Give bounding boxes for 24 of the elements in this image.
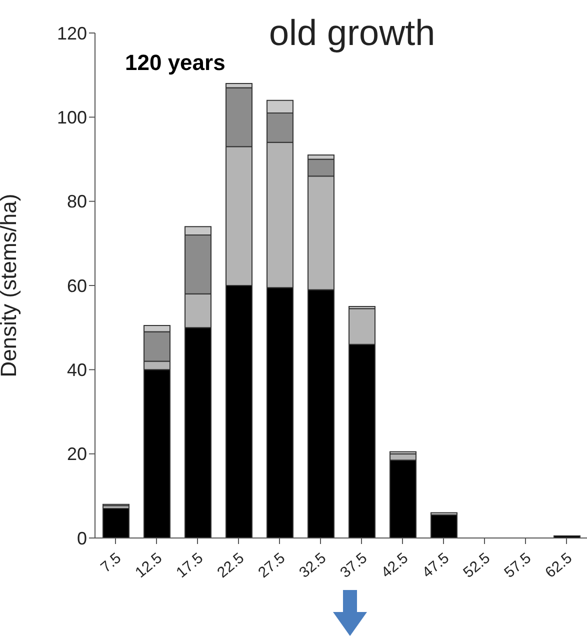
y-tick-label: 0 xyxy=(76,528,87,548)
y-tick-label: 20 xyxy=(66,444,87,464)
y-tick-label: 40 xyxy=(66,360,87,380)
x-tick-label: 7.5 xyxy=(98,550,124,576)
x-tick-label: 57.5 xyxy=(501,550,534,582)
chart-title: old growth xyxy=(255,10,450,56)
bar xyxy=(102,508,130,538)
y-tick-label: 100 xyxy=(56,108,87,128)
x-tick-label: 17.5 xyxy=(173,550,206,582)
x-tick-label: 42.5 xyxy=(378,550,412,582)
x-tick-label: 37.5 xyxy=(337,550,370,582)
x-tick-label: 52.5 xyxy=(460,550,494,582)
x-tick-label: 62.5 xyxy=(542,550,576,582)
annotation: 120 years xyxy=(125,50,226,76)
x-tick-label: 32.5 xyxy=(296,550,330,582)
y-tick-label: 120 xyxy=(56,23,87,44)
y-tick-label: 80 xyxy=(66,192,87,212)
x-tick-label: 27.5 xyxy=(255,550,288,582)
bar xyxy=(430,514,458,538)
x-tick-label: 47.5 xyxy=(419,550,452,582)
x-tick-label: 12.5 xyxy=(132,550,166,582)
y-tick-label: 60 xyxy=(66,276,87,296)
y-axis-title: Density (stems/ha) xyxy=(0,194,21,378)
x-tick-label: 22.5 xyxy=(214,550,248,582)
